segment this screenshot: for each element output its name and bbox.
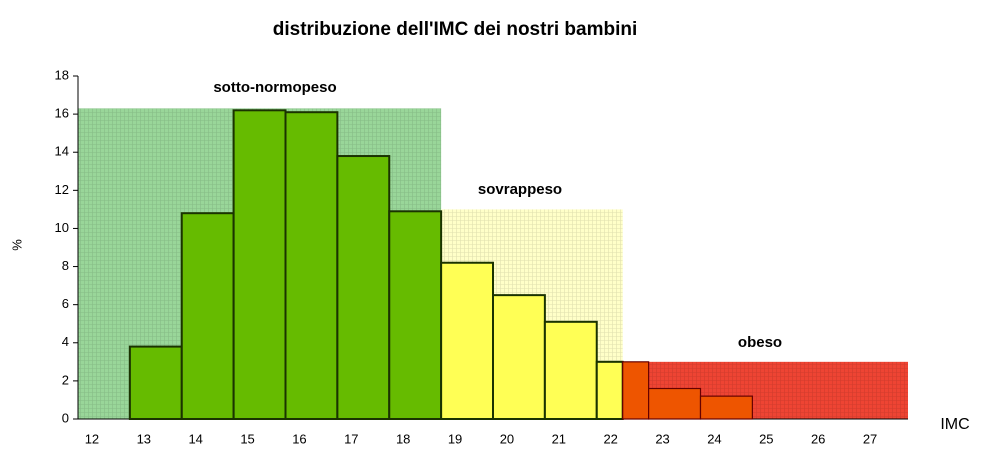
bar xyxy=(543,320,598,421)
y-tick-label: 10 xyxy=(55,220,69,235)
y-tick-label: 18 xyxy=(55,67,69,82)
x-axis-label: IMC xyxy=(940,416,969,433)
x-tick-label: 21 xyxy=(552,431,566,446)
bar xyxy=(180,212,235,420)
bar xyxy=(595,360,624,421)
y-tick-label: 12 xyxy=(55,182,69,197)
y-tick-label: 8 xyxy=(62,258,69,273)
x-tick-label: 12 xyxy=(85,431,99,446)
x-tick-label: 24 xyxy=(707,431,721,446)
bar xyxy=(648,387,702,420)
x-tick-label: 15 xyxy=(240,431,254,446)
x-tick-label: 20 xyxy=(500,431,514,446)
y-tick-label: 16 xyxy=(55,106,69,121)
bar xyxy=(284,111,339,420)
y-tick-label: 6 xyxy=(62,296,69,311)
y-tick-label: 2 xyxy=(62,372,69,387)
x-tick-label: 22 xyxy=(603,431,617,446)
bar xyxy=(440,261,494,420)
bar xyxy=(388,210,443,420)
x-tick-label: 23 xyxy=(655,431,669,446)
y-tick-label: 14 xyxy=(55,144,69,159)
y-tick-label: 0 xyxy=(62,410,69,425)
bar xyxy=(622,361,650,420)
chart-title: distribuzione dell'IMC dei nostri bambin… xyxy=(273,19,637,40)
x-tick-label: 17 xyxy=(344,431,358,446)
x-tick-label: 16 xyxy=(292,431,306,446)
x-tick-label: 27 xyxy=(863,431,877,446)
y-axis-label: % xyxy=(9,239,24,251)
zone-label: sotto-normopeso xyxy=(213,79,336,96)
zone-label: sovrappeso xyxy=(478,181,562,198)
bar xyxy=(699,395,753,420)
zone-label: obeso xyxy=(738,334,782,351)
bar xyxy=(336,155,391,421)
bar xyxy=(492,294,546,420)
y-tick-label: 4 xyxy=(62,334,69,349)
x-tick-label: 25 xyxy=(759,431,773,446)
x-tick-label: 18 xyxy=(396,431,410,446)
bar xyxy=(128,345,183,421)
x-tick-label: 13 xyxy=(137,431,151,446)
bar xyxy=(232,109,287,421)
x-tick-label: 26 xyxy=(811,431,825,446)
x-tick-label: 19 xyxy=(448,431,462,446)
x-tick-label: 14 xyxy=(188,431,202,446)
